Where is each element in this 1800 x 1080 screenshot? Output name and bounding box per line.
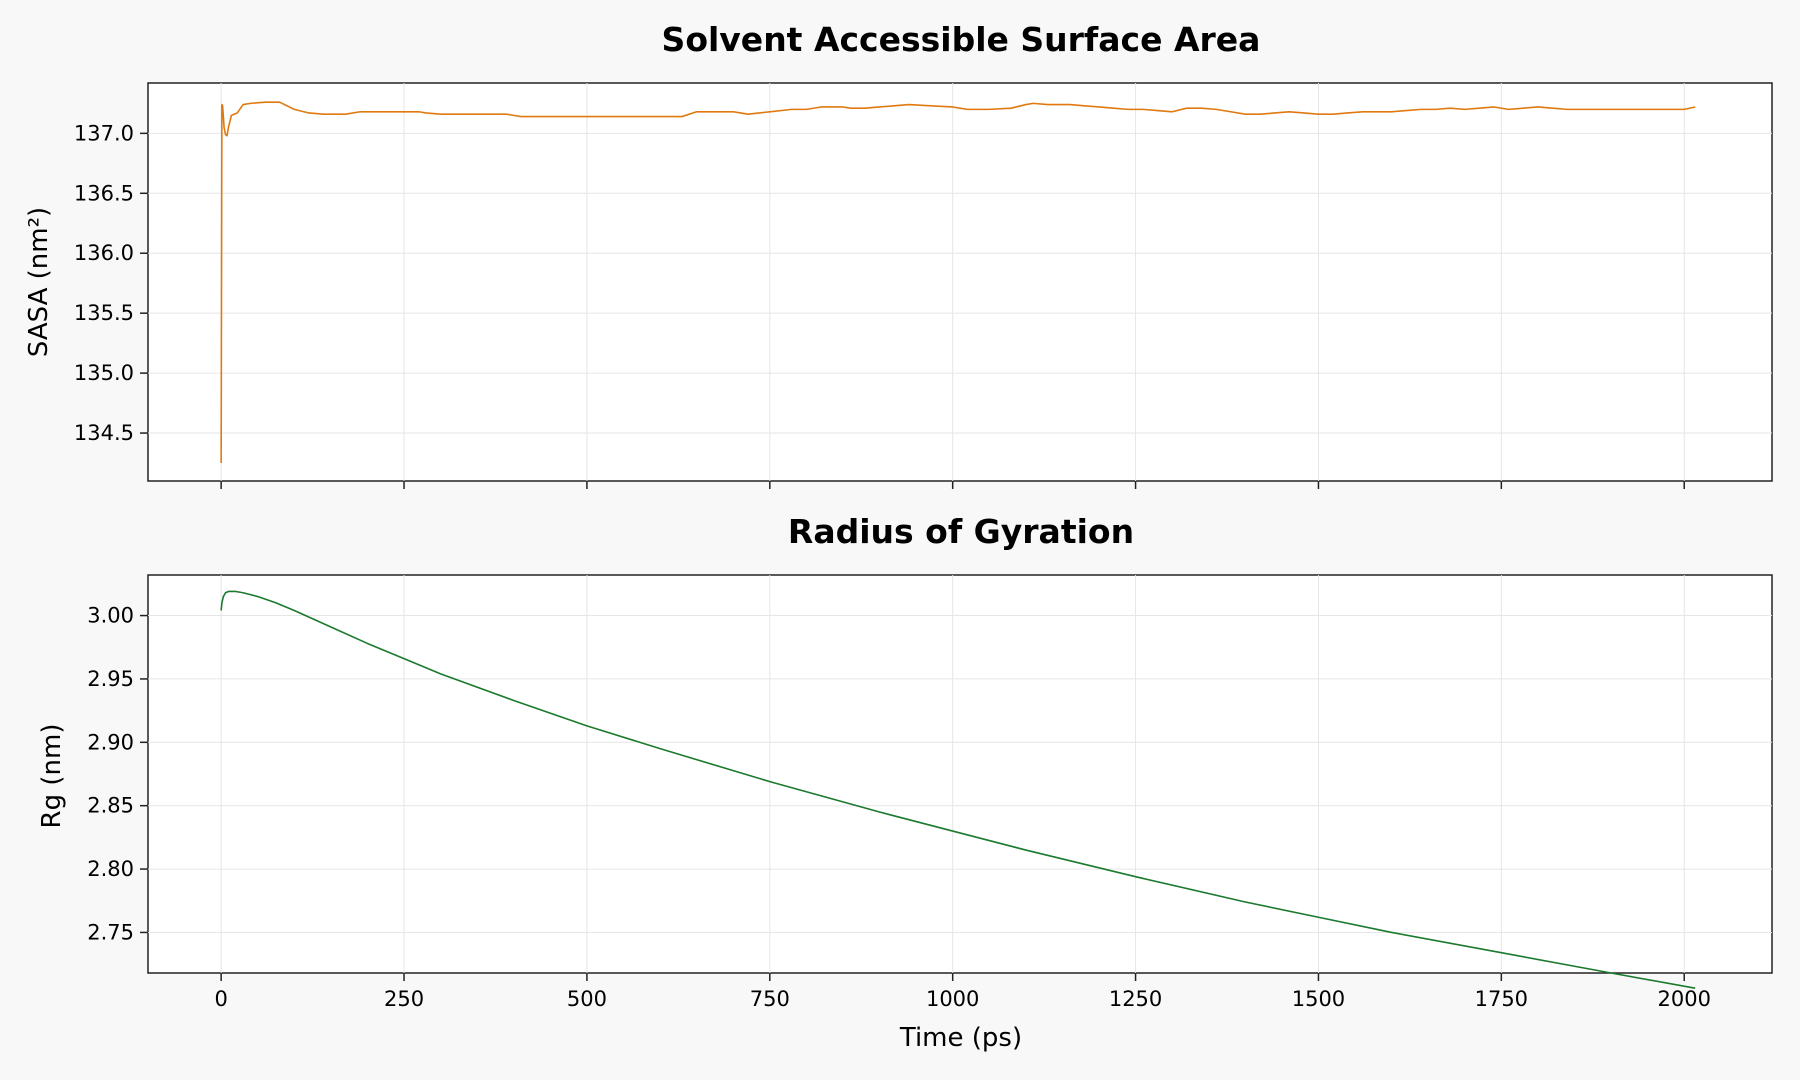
- rg-y-tick-label: 2.95: [87, 667, 134, 691]
- sasa-ticks: 134.5 135.0 135.5 136.0 136.5 137.0: [74, 121, 1685, 489]
- rg-x-tick-label: 1500: [1292, 987, 1345, 1011]
- x-axis-label: Time (ps): [899, 1023, 1022, 1053]
- sasa-panel: Solvent Accessible Surface Area 134.5 135…: [24, 20, 1773, 489]
- sasa-y-tick-label: 137.0: [74, 121, 134, 145]
- rg-plot-area: [147, 574, 1773, 974]
- rg-series-line: [220, 590, 1696, 989]
- rg-y-tick-label: 2.90: [87, 730, 134, 754]
- rg-x-tick-label: 1000: [926, 987, 979, 1011]
- sasa-plot-area: [147, 82, 1773, 482]
- sasa-y-tick-label: 136.0: [74, 241, 134, 265]
- rg-x-tick-label: 2000: [1657, 987, 1710, 1011]
- rg-x-tick-label: 1250: [1109, 987, 1162, 1011]
- rg-y-tick-label: 2.85: [87, 794, 134, 818]
- rg-x-tick-label: 750: [750, 987, 790, 1011]
- rg-gridlines: [148, 575, 1772, 973]
- rg-x-tick-label: 0: [214, 987, 227, 1011]
- sasa-series: [220, 101, 1696, 464]
- rg-panel: Radius of Gyration 0 250 500 750 1000 1250 150…: [37, 512, 1773, 1053]
- sasa-y-axis-label: SASA (nm²): [24, 207, 54, 357]
- rg-y-tick-label: 2.80: [87, 857, 134, 881]
- rg-y-axis-label: Rg (nm): [37, 724, 67, 829]
- sasa-y-tick-label: 136.5: [74, 181, 134, 205]
- sasa-gridlines: [148, 83, 1772, 481]
- rg-x-tick-label: 500: [567, 987, 607, 1011]
- sasa-y-tick-label: 135.0: [74, 361, 134, 385]
- rg-x-tick-label: 250: [384, 987, 424, 1011]
- sasa-y-tick-label: 134.5: [74, 421, 134, 445]
- rg-series: [220, 590, 1696, 989]
- rg-chart-title: Radius of Gyration: [788, 512, 1134, 551]
- rg-y-tick-label: 2.75: [87, 920, 134, 944]
- rg-y-tick-label: 3.00: [87, 604, 134, 628]
- sasa-chart-title: Solvent Accessible Surface Area: [662, 20, 1261, 59]
- rg-x-tick-label: 1750: [1475, 987, 1528, 1011]
- sasa-series-line: [220, 101, 1696, 464]
- rg-ticks: 0 250 500 750 1000 1250 1500 1750 2000 2.75 2.80 2.…: [87, 604, 1711, 1011]
- sasa-y-tick-label: 135.5: [74, 301, 134, 325]
